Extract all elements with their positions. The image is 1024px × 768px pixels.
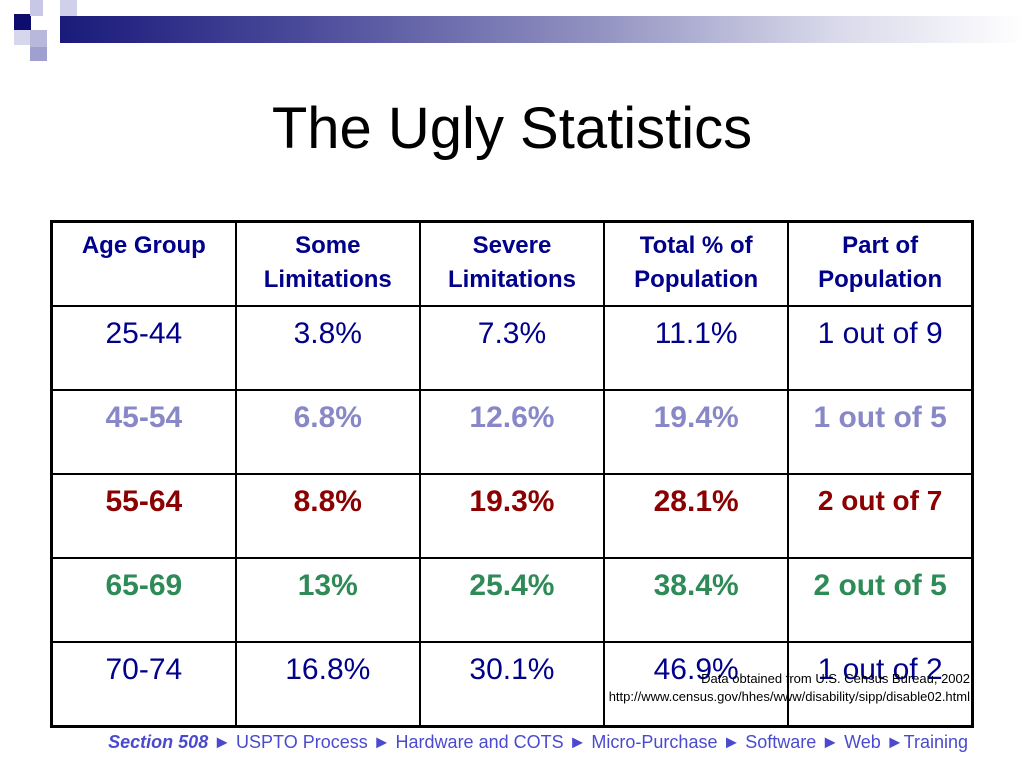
- decorative-square: [14, 30, 30, 45]
- table-cell: 7.3%: [418, 305, 606, 391]
- header-line: Severe: [472, 232, 552, 259]
- footer-navigation: Section 508 ► USPTO Process ► Hardware a…: [108, 732, 968, 753]
- source-url: http://www.census.gov/hhes/www/disabilit…: [608, 689, 970, 704]
- footer-section-label: Section 508: [108, 732, 209, 752]
- table-header-row: Age Group Some Limitations Severe Limita…: [50, 220, 974, 307]
- decorative-square: [30, 30, 47, 47]
- table-cell: 13%: [234, 557, 421, 643]
- table-cell: 3.8%: [234, 305, 421, 391]
- table-cell: 8.8%: [234, 473, 421, 559]
- table-cell: 1 out of 5: [787, 389, 974, 475]
- decorative-square: [14, 14, 31, 31]
- table-cell: 28.1%: [603, 473, 790, 559]
- header-line: Some: [295, 232, 361, 259]
- source-citation: Data obtained from U.S. Census Bureau, 2…: [609, 670, 970, 706]
- table-cell: 38.4%: [603, 557, 790, 643]
- header-some-limitations: Some Limitations: [234, 220, 421, 307]
- table-cell: 30.1%: [418, 641, 606, 728]
- table-cell: 19.3%: [418, 473, 606, 559]
- table-cell: 1 out of 2: [787, 641, 974, 728]
- header-part-of-population: Part of Population: [787, 220, 974, 307]
- statistics-table: Age Group Some Limitations Severe Limita…: [50, 220, 974, 728]
- table-cell: 12.6%: [418, 389, 606, 475]
- table-cell: 25-44: [50, 305, 237, 391]
- header-line: Limitations: [263, 266, 392, 293]
- table-cell: 45-54: [50, 389, 237, 475]
- table-row: 25-44 3.8% 7.3% 11.1% 1 out of 9: [50, 305, 974, 391]
- decorative-square: [43, 16, 60, 43]
- table-cell: 16.8%: [234, 641, 421, 728]
- table-row: 70-74 16.8% 30.1% 46.9% 1 out of 2: [50, 641, 974, 728]
- table-cell: 70-74: [50, 641, 237, 728]
- slide-title: The Ugly Statistics: [271, 96, 753, 161]
- decorative-square: [30, 0, 43, 16]
- footer-breadcrumb-text: ► USPTO Process ► Hardware and COTS ► Mi…: [208, 732, 968, 752]
- header-gradient-band: [60, 16, 1024, 43]
- table-cell: 46.9%: [603, 641, 790, 728]
- header-line: Total % of: [639, 232, 753, 259]
- header-line: Population: [634, 266, 759, 293]
- header-line: Population: [818, 266, 943, 293]
- decorative-square: [60, 0, 77, 16]
- table-cell: 1 out of 9: [787, 305, 974, 391]
- table-row: 65-69 13% 25.4% 38.4% 2 out of 5: [50, 557, 974, 643]
- table-cell: 65-69: [50, 557, 237, 643]
- table-cell: 11.1%: [603, 305, 790, 391]
- table-cell: 19.4%: [603, 389, 790, 475]
- table-row: 45-54 6.8% 12.6% 19.4% 1 out of 5: [50, 389, 974, 475]
- header-line: Age Group: [81, 232, 206, 259]
- table-cell: 55-64: [50, 473, 237, 559]
- header-line: Limitations: [447, 266, 576, 293]
- header-total-percent: Total % of Population: [603, 220, 790, 307]
- table-cell: 25.4%: [418, 557, 606, 643]
- header-age-group: Age Group: [50, 220, 237, 307]
- table-cell: 2 out of 5: [787, 557, 974, 643]
- decorative-square: [30, 47, 47, 61]
- header-line: Part of: [842, 232, 919, 259]
- header-severe-limitations: Severe Limitations: [418, 220, 606, 307]
- table-cell: 2 out of 7: [787, 473, 974, 559]
- source-line: Data obtained from U.S. Census Bureau, 2…: [701, 671, 970, 686]
- table-cell: 6.8%: [234, 389, 421, 475]
- table-row: 55-64 8.8% 19.3% 28.1% 2 out of 7: [50, 473, 974, 559]
